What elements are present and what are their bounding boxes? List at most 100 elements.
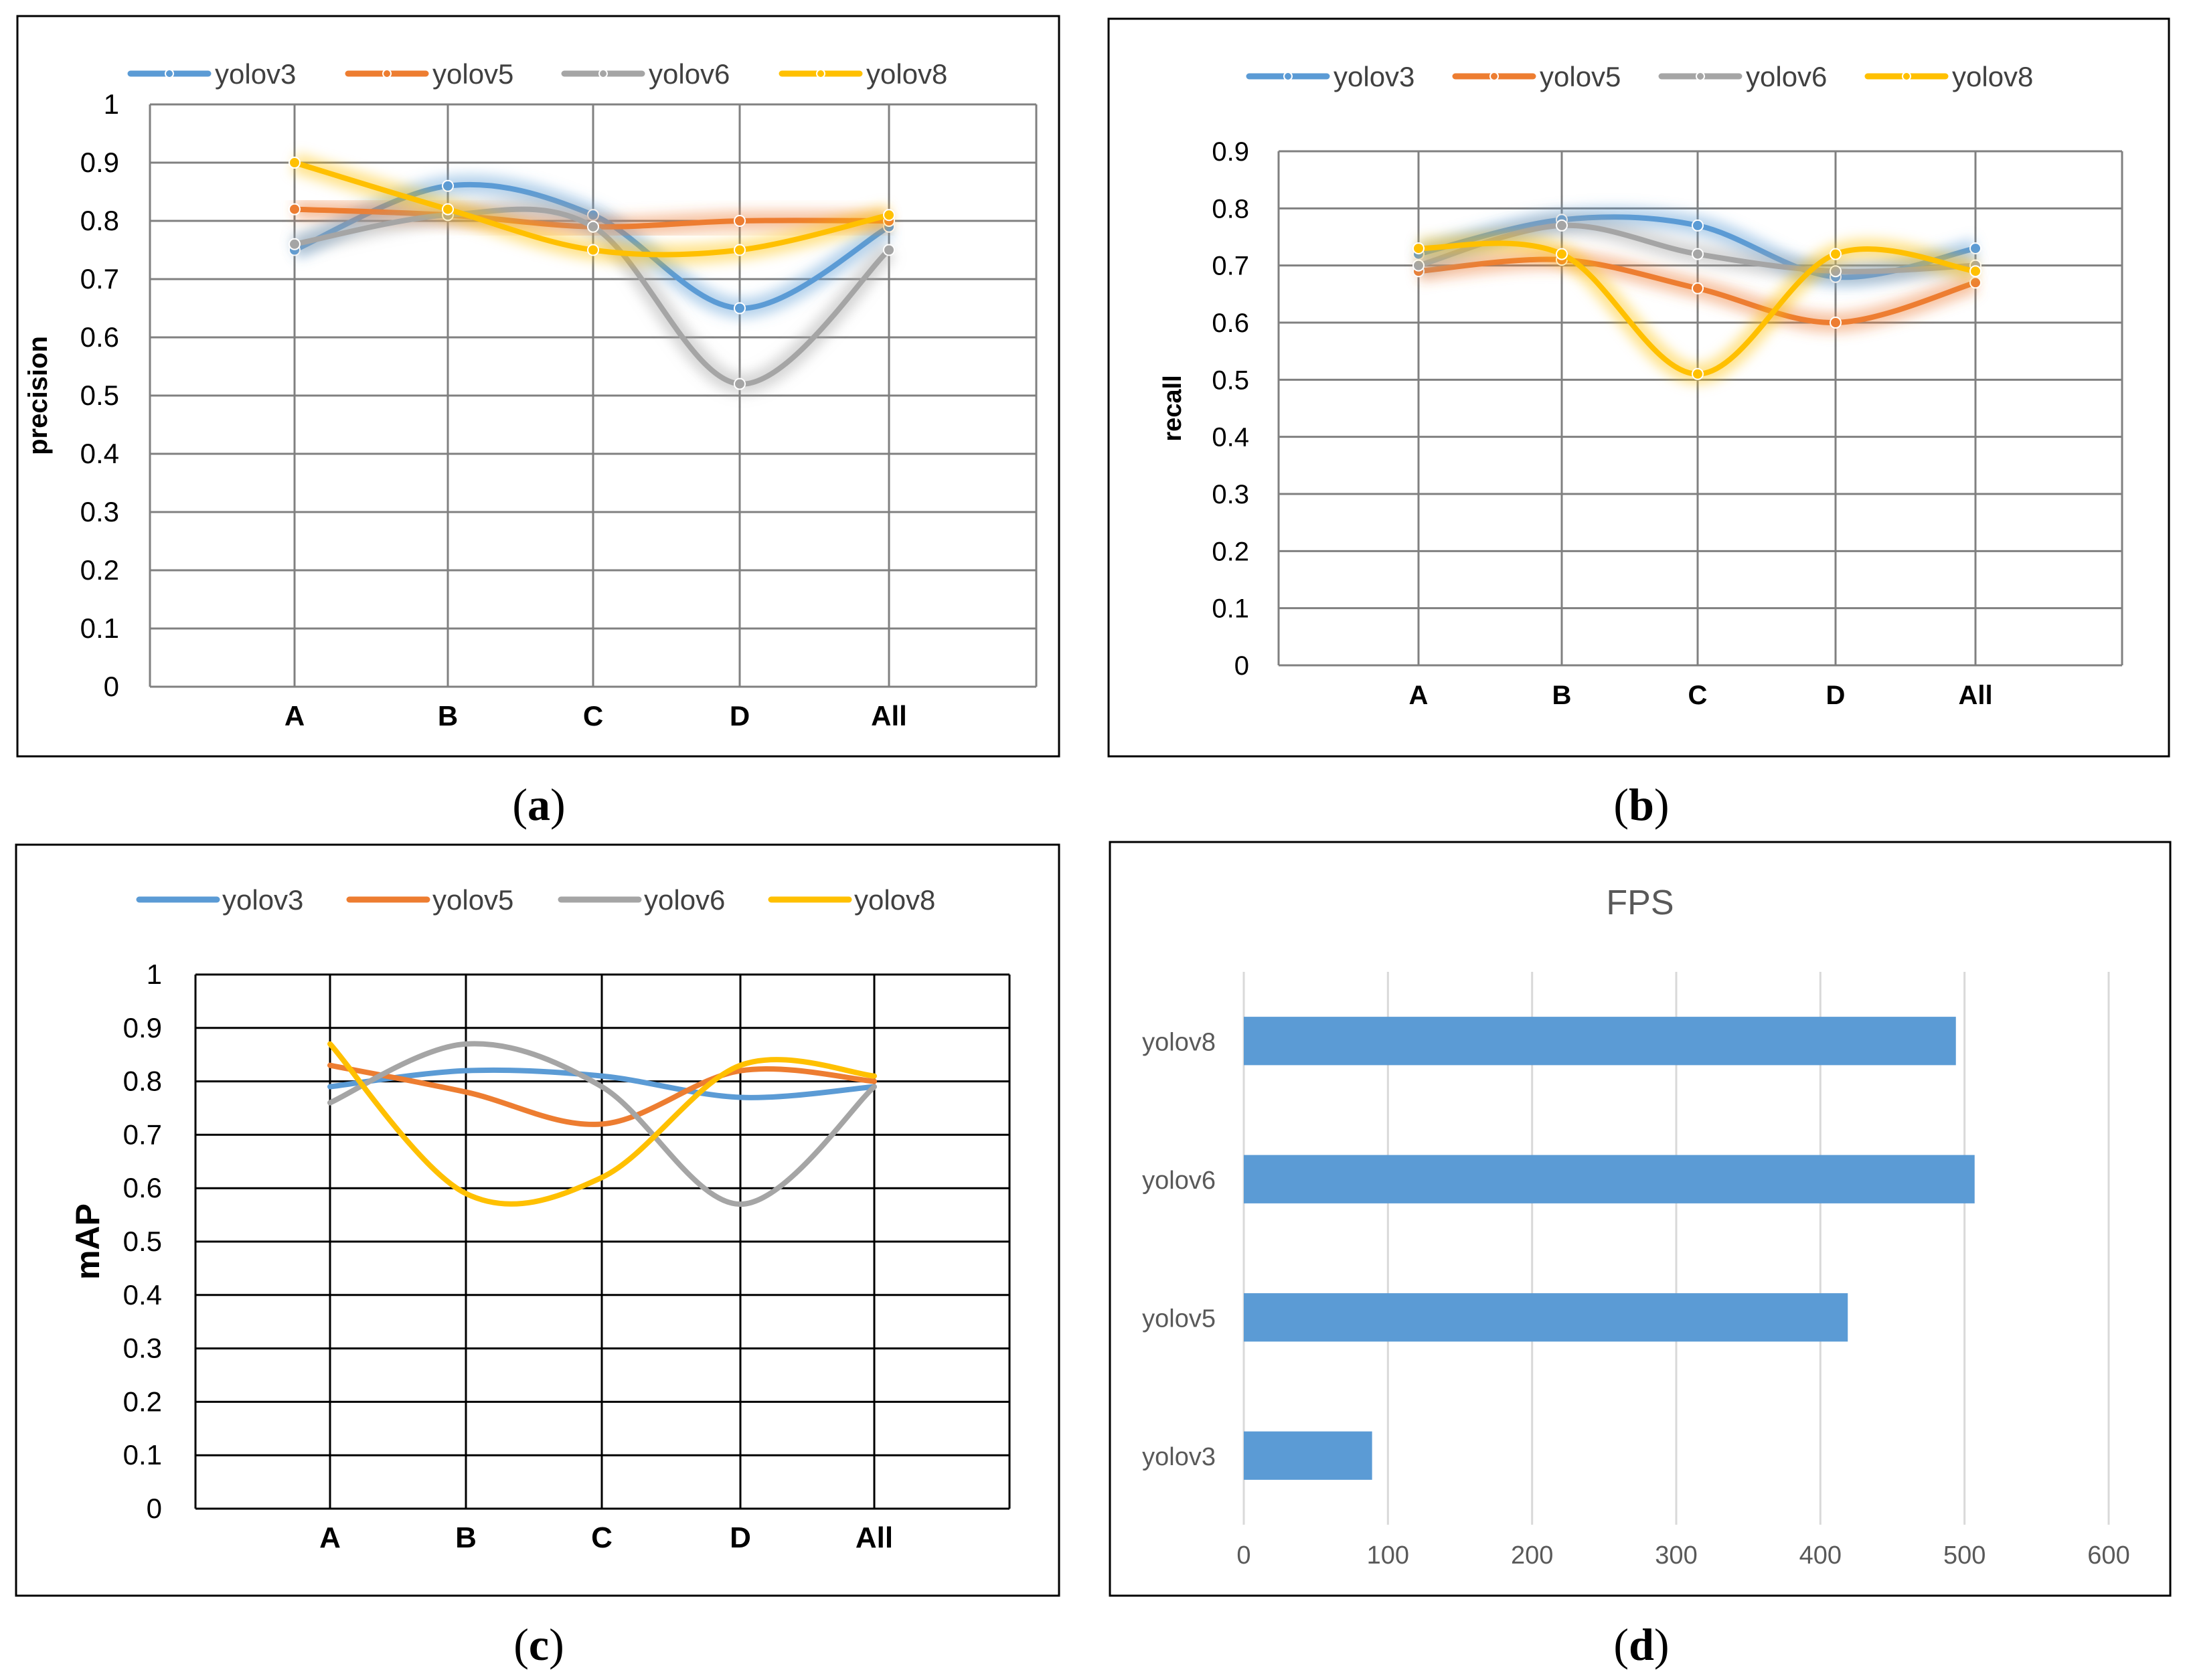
data-point-yolov5 (1692, 282, 1704, 295)
x-tick-label: C (583, 700, 603, 732)
y-tick-label: 0.7 (1212, 252, 1249, 281)
legend-label-yolov6: yolov6 (1746, 61, 1827, 92)
y-tick-label: 0.2 (123, 1385, 162, 1417)
panel-b-frame (1107, 17, 2170, 758)
x-tick-label: 300 (1655, 1541, 1697, 1570)
y-tick-label: 0.4 (80, 438, 119, 469)
y-tick-label: 1 (147, 958, 162, 990)
series-line-yolov3 (327, 1067, 877, 1100)
x-tick-label: All (1958, 681, 1992, 710)
caption-a: (a) (512, 779, 565, 830)
y-axis-label: precision (23, 336, 53, 455)
x-tick-label: 400 (1799, 1541, 1842, 1570)
y-tick-label: 0.7 (80, 263, 119, 295)
panel-d-chart: FPS 0 100 200 300 400 500 600 yolov8 yolov6 yolov5… (1142, 884, 2130, 1570)
series-line-yolov5 (327, 1062, 877, 1127)
y-tick-label: 0.2 (80, 554, 119, 586)
data-point-yolov8 (1412, 242, 1425, 255)
x-tick-label: 200 (1511, 1541, 1553, 1570)
bar-yolov8 (1244, 1017, 1956, 1066)
y-tick-label: 0.5 (1212, 365, 1249, 395)
y-category-label: yolov6 (1142, 1167, 1216, 1195)
data-point-yolov6 (883, 244, 895, 256)
y-tick-label: 0.3 (80, 496, 119, 527)
y-tick-label: 0.2 (1212, 537, 1249, 566)
data-point-yolov8 (883, 209, 895, 222)
y-category-label: yolov3 (1142, 1443, 1216, 1471)
legend-label-yolov3: yolov3 (1333, 61, 1414, 92)
y-tick-label: 0.1 (1212, 594, 1249, 624)
bar-yolov6 (1244, 1155, 1975, 1203)
x-tick-label: A (285, 700, 305, 732)
panel-b-chart: 0 0.1 0.2 0.3 0.4 0.5 0.6 0.7 0.8 0.9 A B C D All recal… (1159, 61, 2123, 710)
caption-c: (c) (513, 1619, 564, 1670)
y-tick-label: 0.1 (80, 612, 119, 644)
legend-marker-yolov5 (1489, 72, 1499, 81)
data-point-yolov6 (734, 377, 746, 390)
x-tick-label: A (319, 1521, 341, 1554)
y-category-label: yolov8 (1142, 1028, 1216, 1056)
legend-marker-yolov3 (165, 69, 174, 78)
data-point-yolov8 (1830, 248, 1842, 260)
x-tick-label: D (1826, 681, 1846, 710)
y-tick-label: 0.5 (80, 380, 119, 411)
data-point-yolov6 (1830, 265, 1842, 278)
data-point-yolov8 (289, 157, 301, 169)
y-tick-label: 0.4 (1212, 423, 1249, 452)
data-point-yolov3 (1969, 242, 1981, 255)
x-tick-label: 100 (1367, 1541, 1409, 1570)
y-tick-label: 0.9 (80, 147, 119, 178)
x-tick-label: B (455, 1521, 477, 1554)
data-point-yolov8 (1969, 265, 1981, 278)
panel-d-frame (1109, 841, 2172, 1597)
y-tick-label: 0.8 (80, 205, 119, 236)
y-axis-label: mAP (69, 1203, 106, 1280)
data-point-yolov3 (442, 179, 454, 192)
x-tick-label: 500 (1943, 1541, 1986, 1570)
y-tick-label: 0 (104, 671, 119, 702)
y-axis-label: recall (1159, 375, 1187, 441)
x-tick-label: C (1688, 681, 1708, 710)
x-tick-label: All (856, 1521, 893, 1554)
data-point-yolov6 (289, 238, 301, 250)
legend-label-yolov8: yolov8 (1952, 61, 2033, 92)
y-tick-label: 0.9 (123, 1012, 162, 1043)
data-point-yolov8 (442, 203, 454, 216)
data-point-yolov3 (1692, 219, 1704, 232)
legend-marker-yolov6 (598, 69, 608, 78)
x-tick-label: A (1409, 681, 1429, 710)
caption-b: (b) (1613, 779, 1669, 830)
data-point-yolov6 (1412, 259, 1425, 272)
data-point-yolov6 (1692, 248, 1704, 260)
y-tick-label: 0.3 (1212, 480, 1249, 509)
panel-a-chart: 0 0.1 0.2 0.3 0.4 0.5 0.6 0.7 0.8 0.9 1 A B C D All prec… (23, 58, 1038, 732)
panel-a-frame (16, 15, 1060, 758)
legend-marker-yolov3 (1283, 72, 1293, 81)
y-tick-label: 0.6 (1212, 309, 1249, 338)
x-tick-label: D (730, 1521, 751, 1554)
legend-label-yolov6: yolov6 (649, 58, 730, 90)
data-point-yolov5 (734, 215, 746, 227)
data-point-yolov8 (734, 244, 746, 256)
x-tick-label: B (1552, 681, 1572, 710)
legend-label-yolov8: yolov8 (866, 58, 947, 90)
data-point-yolov8 (587, 244, 599, 256)
caption-b-letter: b (1629, 779, 1654, 830)
chart-title: FPS (1606, 884, 1674, 922)
caption-d-letter: d (1629, 1619, 1654, 1670)
legend-label-yolov6: yolov6 (644, 884, 725, 916)
data-point-yolov5 (1830, 317, 1842, 329)
y-tick-label: 0.6 (123, 1172, 162, 1203)
y-tick-label: 0.4 (123, 1279, 162, 1311)
bar-yolov3 (1244, 1431, 1372, 1480)
series-line-yolov6 (292, 206, 892, 387)
legend-label-yolov5: yolov5 (1540, 61, 1621, 92)
data-point-yolov5 (289, 203, 301, 216)
y-tick-label: 0 (1234, 651, 1249, 681)
legend-label-yolov3: yolov3 (222, 884, 303, 916)
panel-c-frame (15, 843, 1060, 1597)
x-tick-label: 600 (2087, 1541, 2129, 1570)
y-tick-label: 0.8 (123, 1066, 162, 1097)
data-point-yolov8 (1692, 367, 1704, 380)
